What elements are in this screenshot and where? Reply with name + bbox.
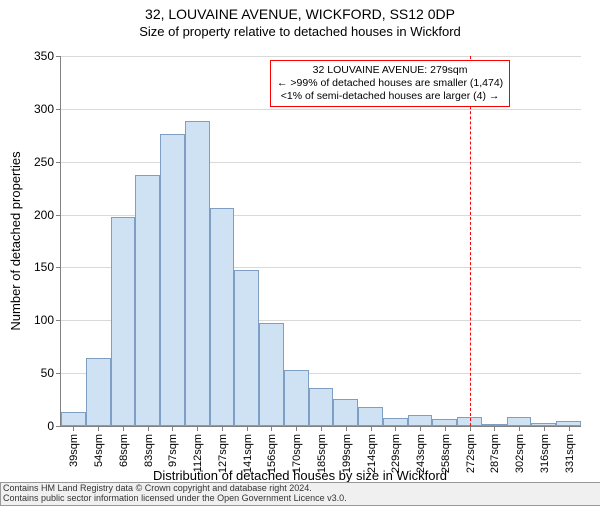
xtick-mark <box>222 426 223 431</box>
xtick-label: 287sqm <box>489 434 501 473</box>
histogram-bar <box>507 417 532 427</box>
histogram-bar <box>234 270 259 426</box>
xtick-mark <box>569 426 570 431</box>
xtick-mark <box>445 426 446 431</box>
xtick-label: 127sqm <box>217 434 229 473</box>
annotation-box: 32 LOUVAINE AVENUE: 279sqm ← >99% of det… <box>270 60 510 107</box>
xtick-label: 229sqm <box>390 434 402 473</box>
xtick-mark <box>395 426 396 431</box>
xtick-mark <box>98 426 99 431</box>
xtick-label: 316sqm <box>539 434 551 473</box>
xtick-mark <box>123 426 124 431</box>
xtick-label: 185sqm <box>316 434 328 473</box>
ytick-mark <box>56 320 61 321</box>
histogram-bar <box>259 323 284 426</box>
histogram-bar <box>432 419 457 426</box>
ytick-label: 100 <box>14 313 54 327</box>
xtick-label: 141sqm <box>242 434 254 473</box>
histogram-bar <box>185 121 210 427</box>
xtick-label: 199sqm <box>341 434 353 473</box>
xtick-label: 243sqm <box>415 434 427 473</box>
annotation-line1: 32 LOUVAINE AVENUE: 279sqm <box>277 64 503 77</box>
ytick-mark <box>56 373 61 374</box>
histogram-bar <box>111 217 136 426</box>
xtick-label: 272sqm <box>465 434 477 473</box>
histogram-bar <box>160 134 185 426</box>
ytick-label: 150 <box>14 260 54 274</box>
histogram-bar <box>135 175 160 426</box>
histogram-bar <box>284 370 309 426</box>
ytick-mark <box>56 426 61 427</box>
histogram-bar <box>61 412 86 426</box>
xtick-label: 302sqm <box>514 434 526 473</box>
chart-container: 32, LOUVAINE AVENUE, WICKFORD, SS12 0DP … <box>0 6 600 506</box>
xtick-mark <box>271 426 272 431</box>
histogram-bar <box>86 358 111 426</box>
gridline <box>61 56 581 57</box>
xtick-mark <box>148 426 149 431</box>
ytick-mark <box>56 267 61 268</box>
ytick-mark <box>56 56 61 57</box>
histogram-bar <box>333 399 358 426</box>
plot-area <box>60 56 581 427</box>
xtick-label: 156sqm <box>266 434 278 473</box>
xtick-label: 97sqm <box>167 434 179 467</box>
xtick-mark <box>420 426 421 431</box>
ytick-label: 350 <box>14 49 54 63</box>
ytick-label: 50 <box>14 366 54 380</box>
xtick-label: 54sqm <box>93 434 105 467</box>
xtick-mark <box>197 426 198 431</box>
histogram-bar <box>383 418 408 426</box>
ytick-label: 200 <box>14 208 54 222</box>
xtick-mark <box>247 426 248 431</box>
plot-wrap: 32 LOUVAINE AVENUE: 279sqm ← >99% of det… <box>60 56 580 426</box>
annotation-line3: <1% of semi-detached houses are larger (… <box>277 90 503 103</box>
xtick-label: 331sqm <box>564 434 576 473</box>
xtick-mark <box>470 426 471 431</box>
xtick-label: 170sqm <box>291 434 303 473</box>
footer: Contains HM Land Registry data © Crown c… <box>0 482 600 506</box>
histogram-bar <box>358 407 383 426</box>
xtick-mark <box>346 426 347 431</box>
xtick-label: 112sqm <box>192 434 204 472</box>
xtick-mark <box>296 426 297 431</box>
page-title: 32, LOUVAINE AVENUE, WICKFORD, SS12 0DP <box>0 6 600 22</box>
xtick-label: 68sqm <box>118 434 130 467</box>
marker-line <box>470 56 471 426</box>
ytick-mark <box>56 215 61 216</box>
page-subtitle: Size of property relative to detached ho… <box>0 24 600 39</box>
y-axis-label: Number of detached properties <box>8 151 23 330</box>
xtick-label: 39sqm <box>68 434 80 467</box>
ytick-label: 0 <box>14 419 54 433</box>
ytick-mark <box>56 162 61 163</box>
xtick-mark <box>519 426 520 431</box>
xtick-mark <box>494 426 495 431</box>
histogram-bar <box>210 208 235 426</box>
xtick-mark <box>172 426 173 431</box>
gridline <box>61 109 581 110</box>
ytick-mark <box>56 109 61 110</box>
xtick-label: 258sqm <box>440 434 452 473</box>
footer-line2: Contains public sector information licen… <box>3 494 600 504</box>
xtick-mark <box>73 426 74 431</box>
xtick-label: 214sqm <box>366 434 378 473</box>
gridline <box>61 162 581 163</box>
histogram-bar <box>408 415 433 426</box>
ytick-label: 250 <box>14 155 54 169</box>
xtick-mark <box>371 426 372 431</box>
xtick-mark <box>321 426 322 431</box>
ytick-label: 300 <box>14 102 54 116</box>
histogram-bar <box>309 388 334 426</box>
xtick-label: 83sqm <box>143 434 155 467</box>
annotation-line2: ← >99% of detached houses are smaller (1… <box>277 77 503 90</box>
xtick-mark <box>544 426 545 431</box>
